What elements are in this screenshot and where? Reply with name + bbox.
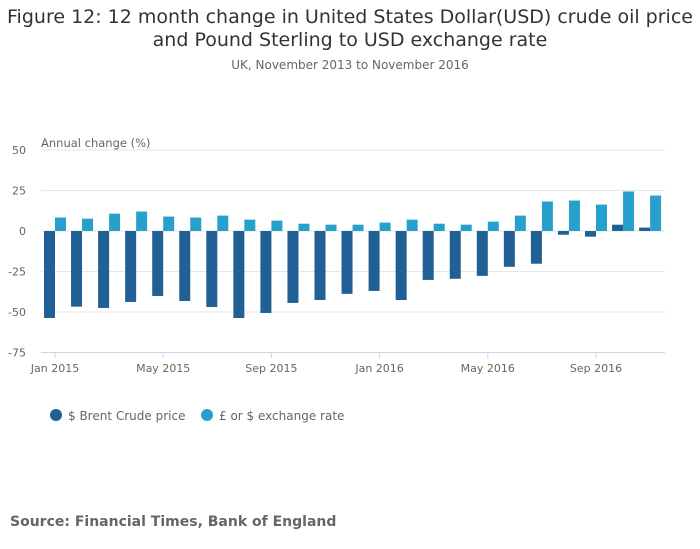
bar-brent bbox=[341, 231, 353, 294]
bar-brent bbox=[503, 231, 515, 267]
bar-exchange-rate bbox=[514, 215, 526, 231]
bar-brent bbox=[639, 227, 651, 231]
bar-brent bbox=[179, 231, 191, 301]
legend-item-brent-marker bbox=[50, 409, 62, 421]
y-tick-label: -75 bbox=[8, 347, 26, 360]
bar-exchange-rate bbox=[406, 219, 418, 231]
bar-chart: 50 25 0 -25 -50 -75 Annual change (%) Jan 201… bbox=[8, 136, 665, 423]
chart-title-line-1: Figure 12: 12 month change in United Sta… bbox=[7, 6, 693, 28]
bar-exchange-rate bbox=[244, 219, 256, 231]
bar-exchange-rate bbox=[596, 204, 607, 231]
x-tick-label: Jan 2015 bbox=[30, 362, 79, 375]
source-note: Source: Financial Times, Bank of England bbox=[10, 514, 337, 530]
bar-exchange-rate bbox=[568, 200, 580, 231]
bar-exchange-rate bbox=[190, 217, 202, 231]
y-tick-label: -50 bbox=[8, 306, 26, 319]
y-tick-label: 25 bbox=[12, 185, 26, 198]
bar-exchange-rate bbox=[352, 224, 364, 231]
bar-brent bbox=[530, 231, 542, 264]
bar-exchange-rate bbox=[325, 224, 337, 231]
x-tick-label: Sep 2016 bbox=[570, 362, 622, 375]
bar-brent bbox=[449, 231, 461, 279]
y-tick-label: 0 bbox=[19, 225, 26, 238]
legend-item-exchange-rate-label: £ or $ exchange rate bbox=[219, 409, 344, 423]
bar-brent bbox=[422, 231, 434, 280]
bar-exchange-rate bbox=[650, 195, 662, 231]
bar-brent bbox=[476, 231, 488, 276]
chart-title-line-2: and Pound Sterling to USD exchange rate bbox=[152, 29, 548, 51]
bar-exchange-rate bbox=[217, 215, 229, 231]
legend-item-brent-label: $ Brent Crude price bbox=[68, 409, 185, 423]
bar-brent bbox=[368, 231, 380, 291]
bar-brent bbox=[152, 231, 164, 296]
bar-exchange-rate bbox=[623, 191, 635, 231]
bar-exchange-rate bbox=[271, 220, 283, 231]
bar-exchange-rate bbox=[298, 223, 310, 231]
bar-brent bbox=[287, 231, 299, 303]
bar-brent bbox=[125, 231, 137, 302]
bar-brent bbox=[585, 231, 596, 237]
bar-brent bbox=[557, 231, 569, 235]
x-tick-label: May 2016 bbox=[461, 362, 515, 375]
bar-exchange-rate bbox=[82, 218, 94, 231]
bar-exchange-rate bbox=[109, 213, 121, 231]
bar-brent bbox=[612, 224, 624, 231]
x-tick-label: May 2015 bbox=[136, 362, 190, 375]
bar-brent bbox=[314, 231, 326, 301]
chart-title: Figure 12: 12 month change in United Sta… bbox=[0, 6, 700, 52]
bar-exchange-rate bbox=[55, 217, 66, 231]
y-axis-label: Annual change (%) bbox=[41, 136, 151, 150]
bar-brent bbox=[260, 231, 272, 313]
bar-brent bbox=[98, 231, 110, 308]
y-tick-label: 50 bbox=[12, 144, 26, 157]
bar-exchange-rate bbox=[379, 222, 391, 231]
x-tick-label: Sep 2015 bbox=[245, 362, 297, 375]
bar-brent bbox=[71, 231, 83, 307]
chart-subtitle: UK, November 2013 to November 2016 bbox=[231, 58, 469, 72]
bar-exchange-rate bbox=[136, 211, 148, 231]
bar-brent bbox=[206, 231, 218, 307]
bar-brent bbox=[395, 231, 407, 301]
bar-exchange-rate bbox=[460, 224, 472, 231]
x-tick-label: Jan 2016 bbox=[354, 362, 403, 375]
bar-exchange-rate bbox=[433, 223, 445, 231]
legend-item-exchange-rate-marker bbox=[201, 409, 213, 421]
bar-exchange-rate bbox=[163, 216, 175, 231]
bar-exchange-rate bbox=[541, 201, 553, 231]
bar-brent bbox=[44, 231, 55, 318]
bar-exchange-rate bbox=[487, 221, 499, 231]
bar-brent bbox=[233, 231, 245, 318]
y-tick-label: -25 bbox=[8, 266, 26, 279]
